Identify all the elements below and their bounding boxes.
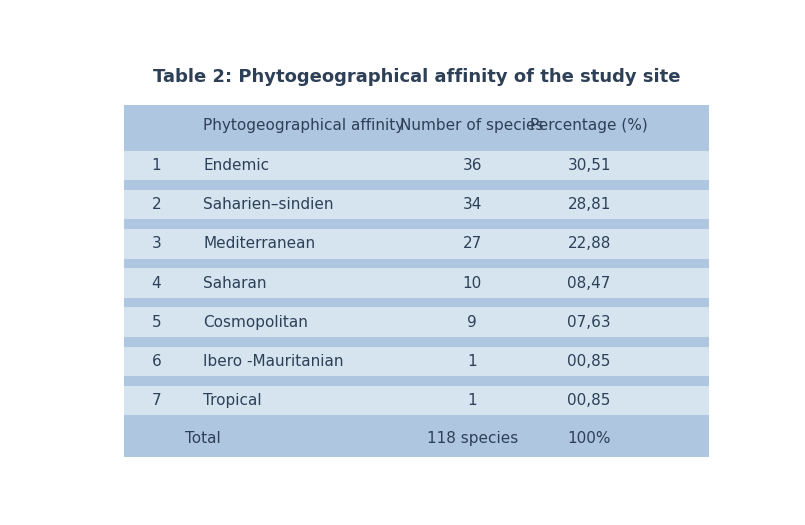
Text: 07,63: 07,63 [568, 315, 611, 330]
Text: Saharan: Saharan [203, 276, 266, 290]
FancyBboxPatch shape [124, 151, 709, 180]
Text: 27: 27 [463, 236, 481, 251]
Text: 28,81: 28,81 [568, 197, 611, 212]
Text: Phytogeographical affinity: Phytogeographical affinity [203, 118, 404, 133]
Text: 34: 34 [462, 197, 482, 212]
Text: 22,88: 22,88 [568, 236, 611, 251]
Text: 08,47: 08,47 [568, 276, 611, 290]
Text: Tropical: Tropical [203, 393, 262, 408]
Text: 100%: 100% [568, 431, 611, 446]
Text: 36: 36 [462, 158, 482, 173]
Text: 4: 4 [151, 276, 161, 290]
FancyBboxPatch shape [124, 106, 709, 457]
Text: 10: 10 [463, 276, 481, 290]
Text: 3: 3 [151, 236, 161, 251]
Text: 6: 6 [151, 354, 161, 369]
Text: Total: Total [185, 431, 221, 446]
Text: 1: 1 [151, 158, 161, 173]
Text: 00,85: 00,85 [568, 354, 611, 369]
Text: 7: 7 [151, 393, 161, 408]
Text: 00,85: 00,85 [568, 393, 611, 408]
Text: Table 2: Phytogeographical affinity of the study site: Table 2: Phytogeographical affinity of t… [153, 68, 680, 86]
FancyBboxPatch shape [124, 229, 709, 259]
FancyBboxPatch shape [124, 268, 709, 298]
FancyBboxPatch shape [124, 386, 709, 415]
Text: 9: 9 [467, 315, 477, 330]
Text: Mediterranean: Mediterranean [203, 236, 316, 251]
Text: Endemic: Endemic [203, 158, 270, 173]
FancyBboxPatch shape [124, 190, 709, 219]
Text: Ibero -Mauritanian: Ibero -Mauritanian [203, 354, 344, 369]
Text: Percentage (%): Percentage (%) [530, 118, 648, 133]
Text: 1: 1 [468, 393, 477, 408]
FancyBboxPatch shape [124, 346, 709, 376]
Text: 1: 1 [468, 354, 477, 369]
Text: 2: 2 [151, 197, 161, 212]
Text: Number of species: Number of species [400, 118, 544, 133]
Text: 118 species: 118 species [427, 431, 518, 446]
Text: Cosmopolitan: Cosmopolitan [203, 315, 308, 330]
FancyBboxPatch shape [124, 308, 709, 337]
Text: 5: 5 [151, 315, 161, 330]
Text: 30,51: 30,51 [568, 158, 611, 173]
Text: Saharien–sindien: Saharien–sindien [203, 197, 334, 212]
